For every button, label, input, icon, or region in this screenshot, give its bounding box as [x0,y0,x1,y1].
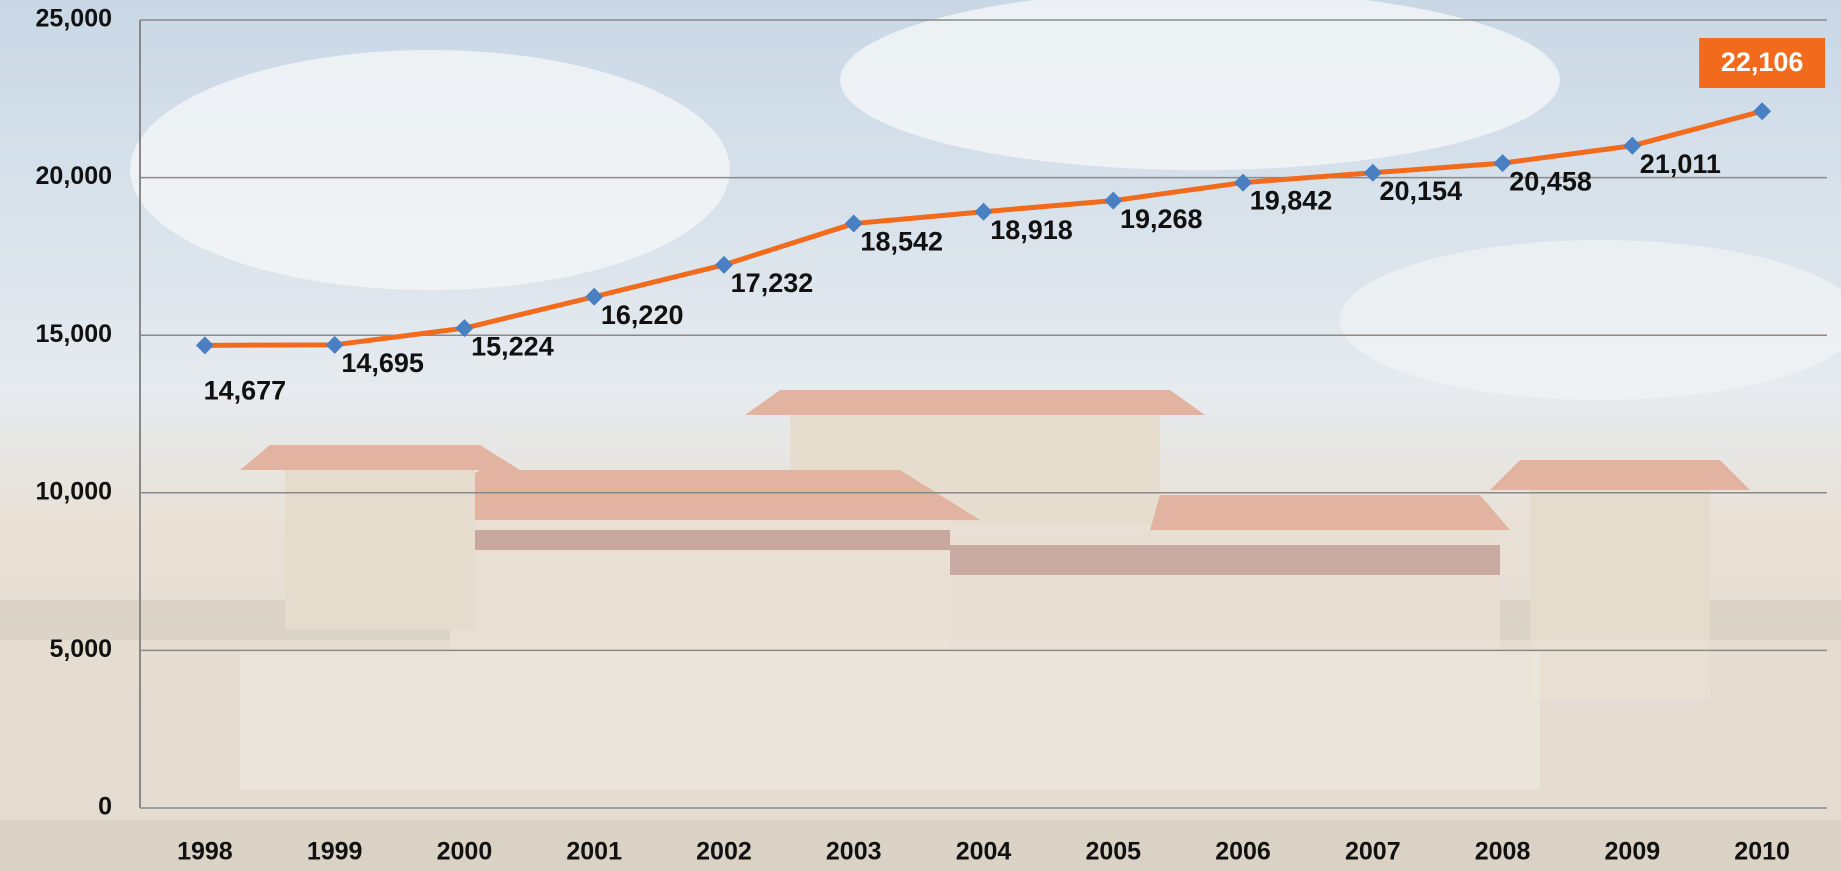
x-tick-label: 2003 [826,838,882,866]
x-tick-label: 2006 [1215,838,1271,866]
marker [1363,163,1382,182]
y-tick-label: 10,000 [36,477,112,505]
value-label: 19,842 [1250,186,1333,216]
x-tick-label: 2002 [696,838,752,866]
value-label: 18,542 [860,227,943,257]
marker [1104,191,1123,210]
value-label: 19,268 [1120,204,1203,234]
value-label: 20,458 [1509,166,1592,196]
marker [844,214,863,233]
value-label: 20,154 [1380,176,1463,206]
marker [1234,173,1253,192]
marker [325,335,344,354]
x-tick-label: 2007 [1345,838,1401,866]
marker [585,287,604,306]
value-label: 15,224 [471,331,554,361]
y-tick-label: 20,000 [36,162,112,190]
x-tick-label: 2008 [1475,838,1531,866]
y-tick-label: 5,000 [49,635,112,663]
y-tick-label: 15,000 [36,320,112,348]
value-label: 14,695 [341,348,424,378]
y-tick-label: 0 [98,793,112,821]
value-label: 14,677 [204,376,287,406]
value-label: 22,106 [1721,47,1804,77]
marker [1753,102,1772,121]
marker [1623,136,1642,155]
marker [974,202,993,221]
y-tick-label: 25,000 [36,5,112,33]
x-tick-label: 1999 [307,838,363,866]
marker [455,319,474,338]
highlight-box [1699,38,1826,88]
x-tick-label: 2001 [566,838,622,866]
value-label: 17,232 [731,268,814,298]
marker [195,336,214,355]
x-tick-label: 2010 [1734,838,1790,866]
value-label: 21,011 [1640,149,1721,179]
x-tick-label: 1998 [177,838,233,866]
marker [1493,154,1512,173]
x-tick-label: 2004 [956,838,1012,866]
value-label: 16,220 [601,300,684,330]
x-tick-label: 2009 [1605,838,1661,866]
marker [714,255,733,274]
value-label: 18,918 [990,215,1073,245]
x-tick-label: 2000 [437,838,493,866]
x-tick-label: 2005 [1085,838,1141,866]
